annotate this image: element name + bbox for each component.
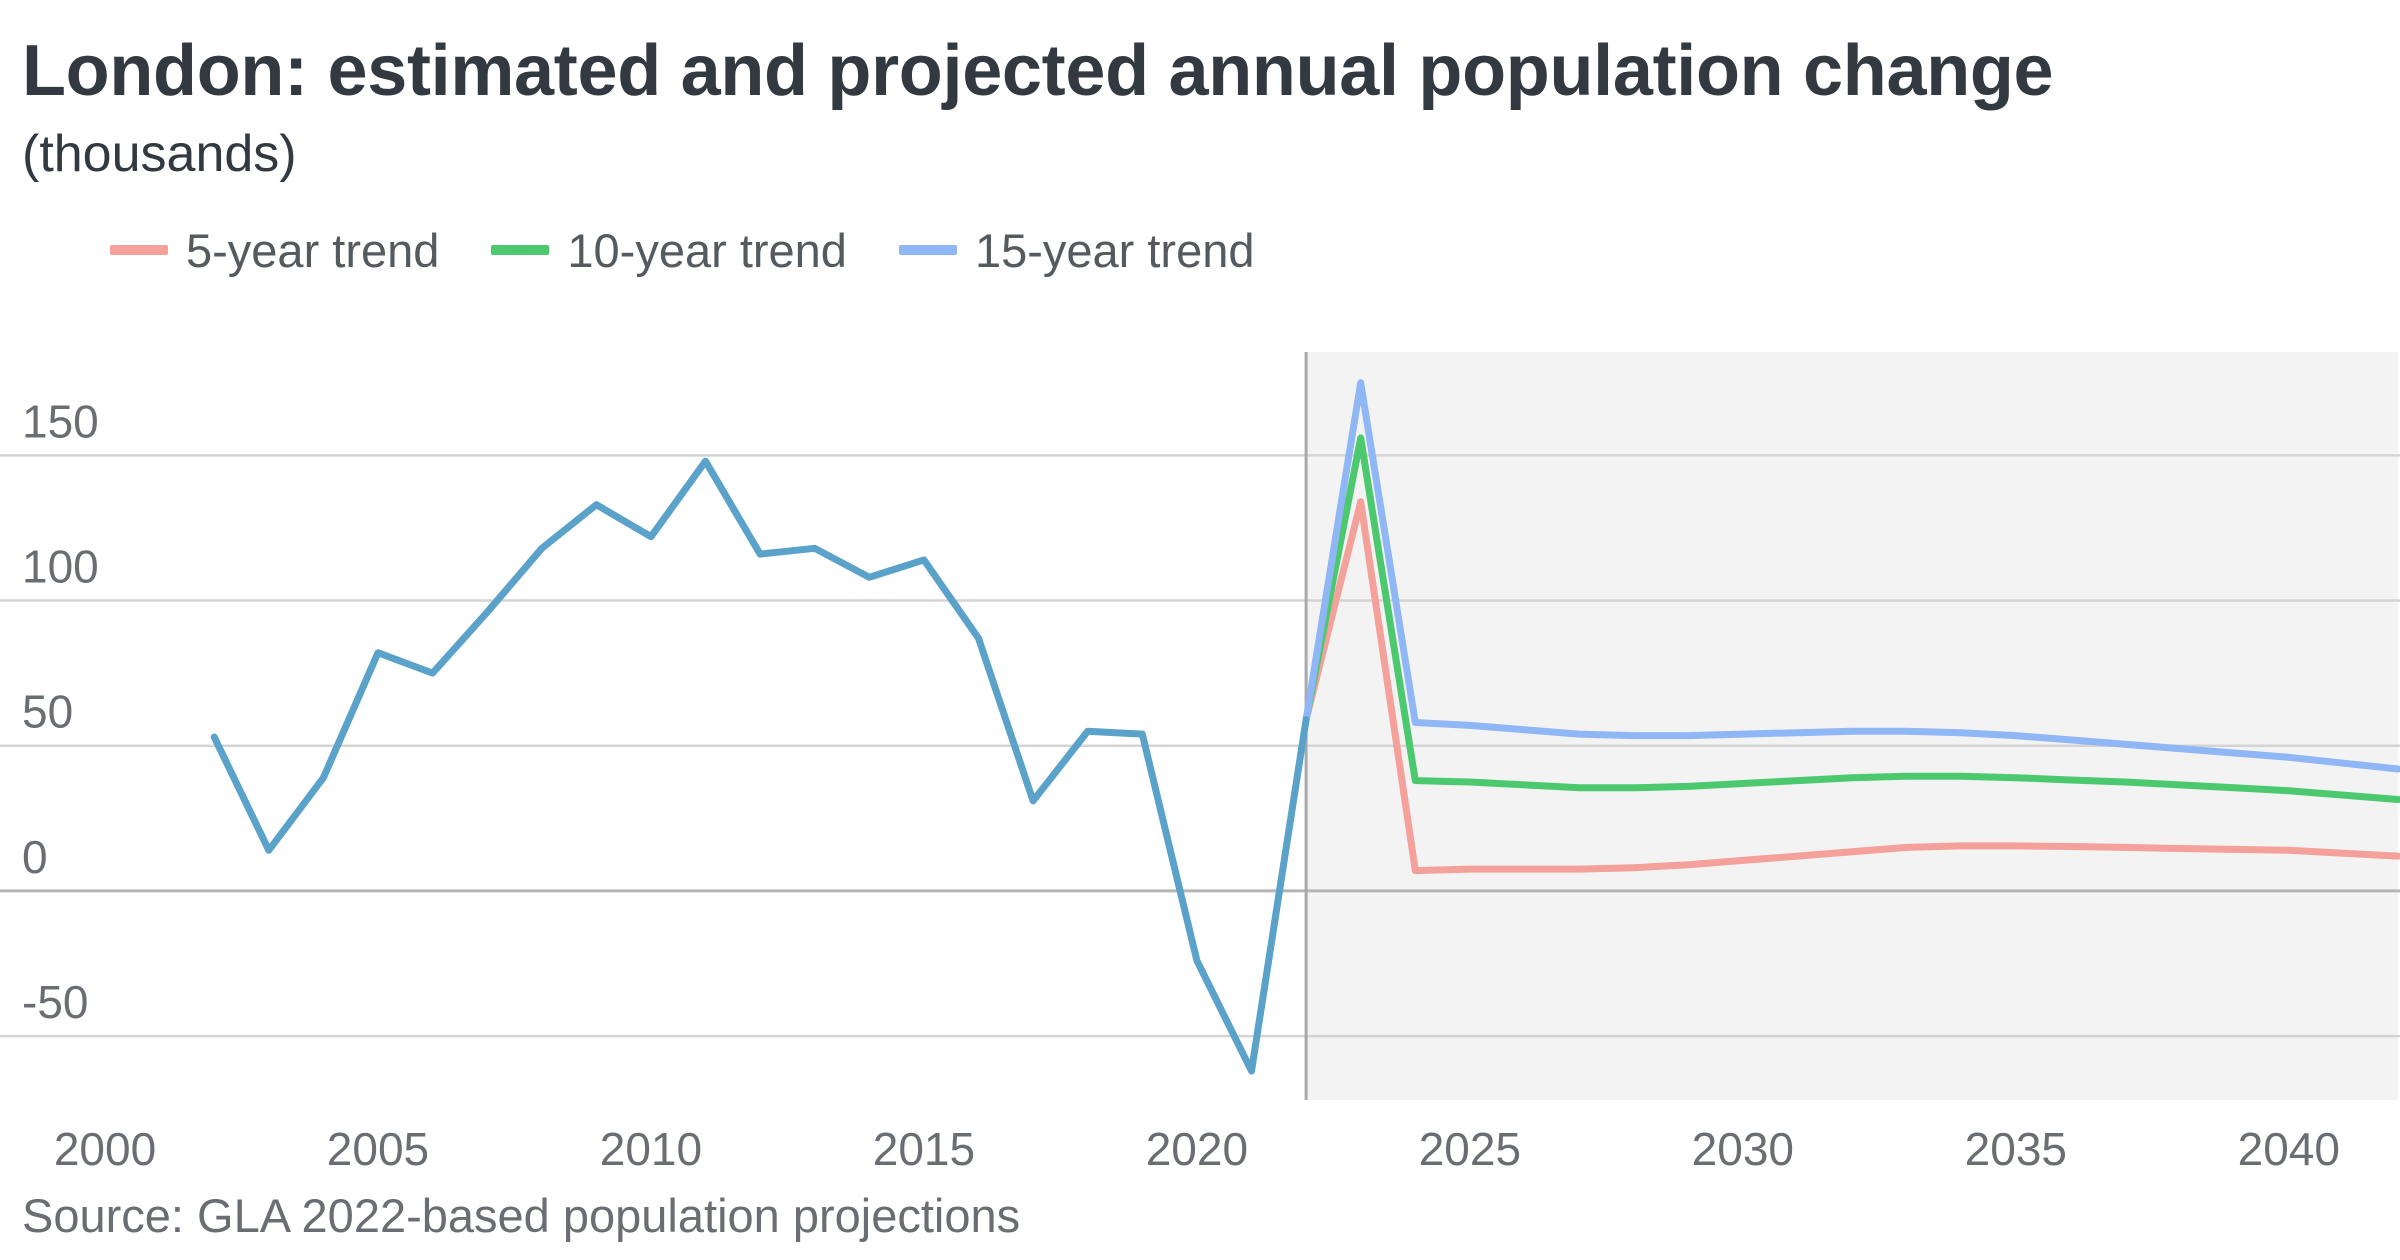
series-lines (210, 379, 2400, 1075)
y-tick-label: -50 (22, 976, 88, 1028)
x-tick-label: 2025 (1419, 1123, 1521, 1175)
y-tick-label: 0 (22, 831, 48, 883)
y-axis-tick-labels: -50 0 50 100 150 (22, 395, 99, 1028)
chart-subtitle: (thousands) (22, 125, 297, 183)
legend-label: 15-year trend (974, 223, 1255, 277)
legend-item-5-year-trend[interactable]: 5-year trend (110, 223, 439, 278)
legend-label: 10-year trend (567, 223, 847, 277)
chart-title: London: estimated and projected annual p… (22, 31, 2054, 111)
x-tick-label: 2010 (600, 1123, 702, 1175)
x-tick-label: 2020 (1146, 1123, 1248, 1175)
x-axis-tick-labels: 2000 2005 2010 2015 2020 2025 2030 2035 2040 (54, 1123, 2340, 1175)
x-tick-label: 2035 (1965, 1123, 2067, 1175)
x-tick-label: 2005 (327, 1123, 429, 1175)
legend: 5-year trend 10-year trend 15-year trend (110, 218, 1307, 282)
x-tick-label: 2040 (2238, 1123, 2340, 1175)
legend-swatch-15-year-trend (898, 245, 957, 255)
y-tick-label: 100 (22, 541, 99, 593)
legend-swatch-5-year-trend (110, 245, 168, 255)
series-line-10-year-trend (1302, 434, 2400, 803)
x-tick-label: 2000 (54, 1123, 156, 1175)
y-tick-label: 150 (22, 395, 99, 447)
legend-label: 5-year trend (186, 223, 440, 277)
x-tick-label: 2030 (1692, 1123, 1794, 1175)
series-line-15-year-trend (1302, 379, 2400, 773)
series-line-5-year-trend (1302, 498, 2400, 875)
series-line-estimates (210, 457, 1310, 1075)
source-note: Source: GLA 2022-based population projec… (22, 1189, 1021, 1242)
y-tick-label: 50 (22, 686, 73, 738)
legend-item-10-year-trend[interactable]: 10-year trend (491, 223, 847, 278)
x-tick-label: 2015 (873, 1123, 975, 1175)
legend-item-15-year-trend[interactable]: 15-year trend (898, 223, 1255, 278)
legend-swatch-10-year-trend (491, 245, 550, 255)
